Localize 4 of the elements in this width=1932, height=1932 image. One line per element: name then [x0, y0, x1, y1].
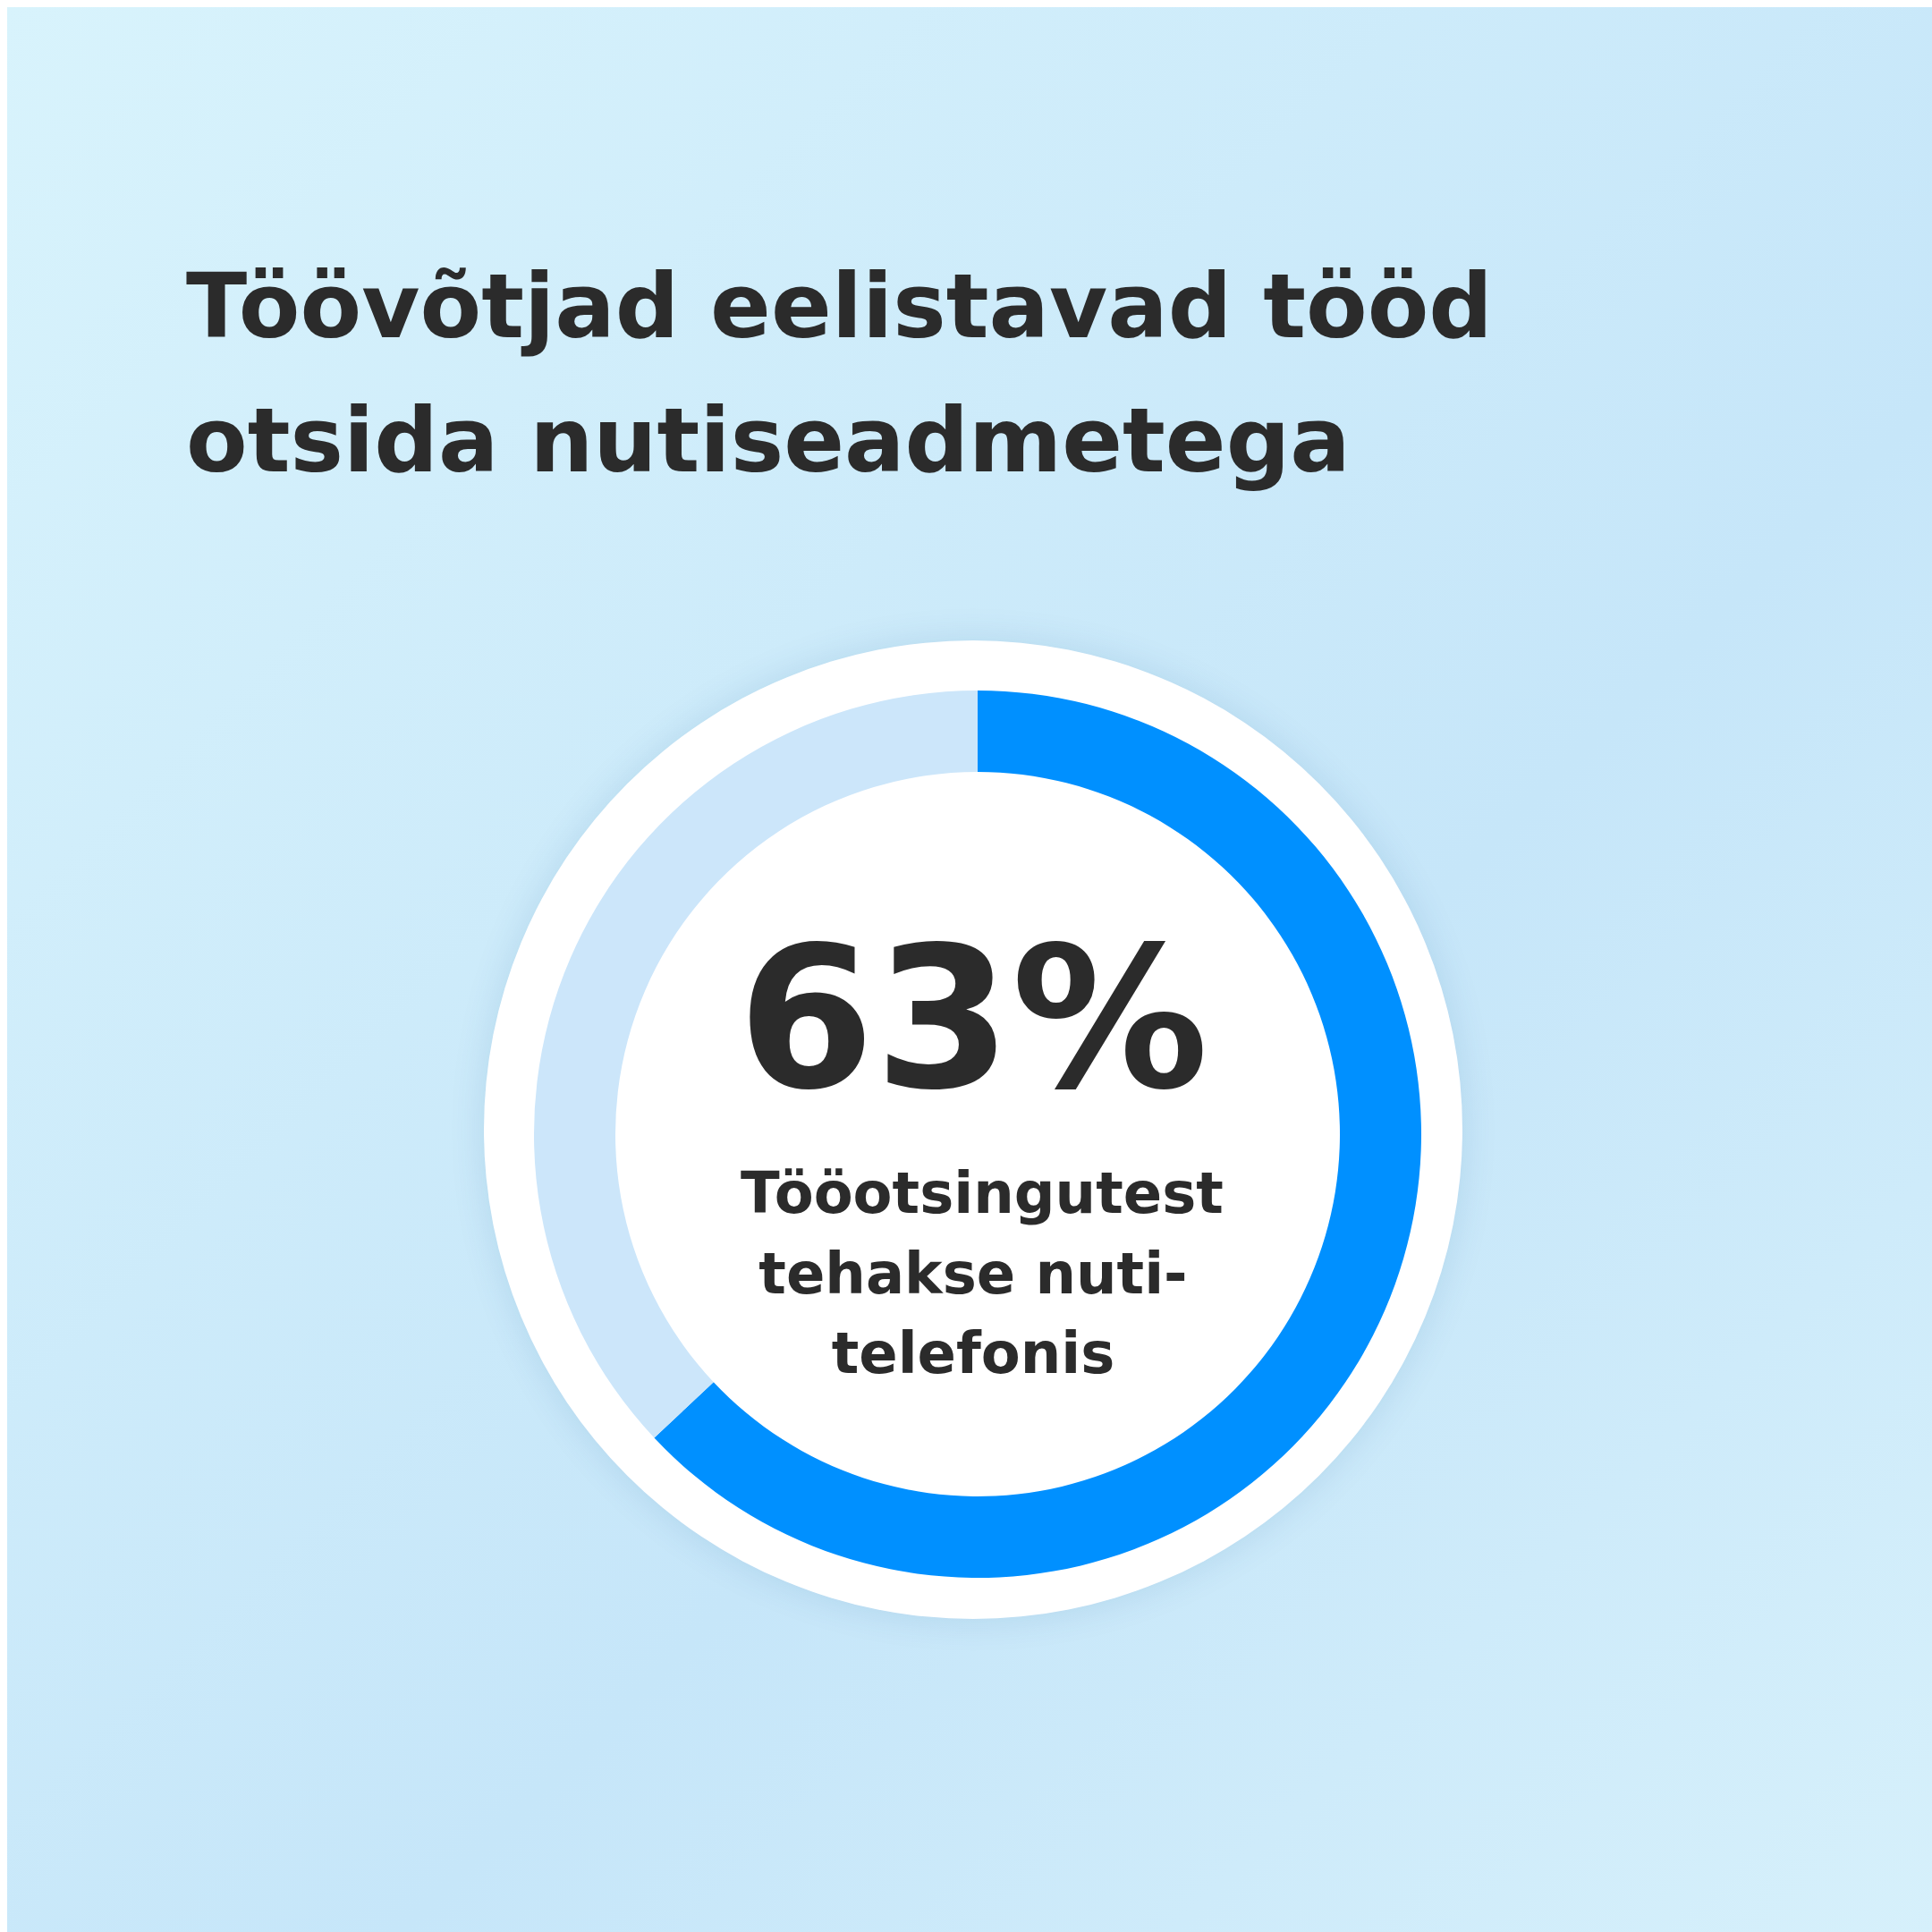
- data-label: 63%: [736, 904, 1210, 1133]
- donut-slice: [654, 691, 1421, 1578]
- text: Tööotsingutest tehakse nuti-telefonis: [741, 1159, 1224, 1389]
- chart-title: Töövõtjad eelistavad tööd otsida nutiseadmetega: [186, 253, 1494, 495]
